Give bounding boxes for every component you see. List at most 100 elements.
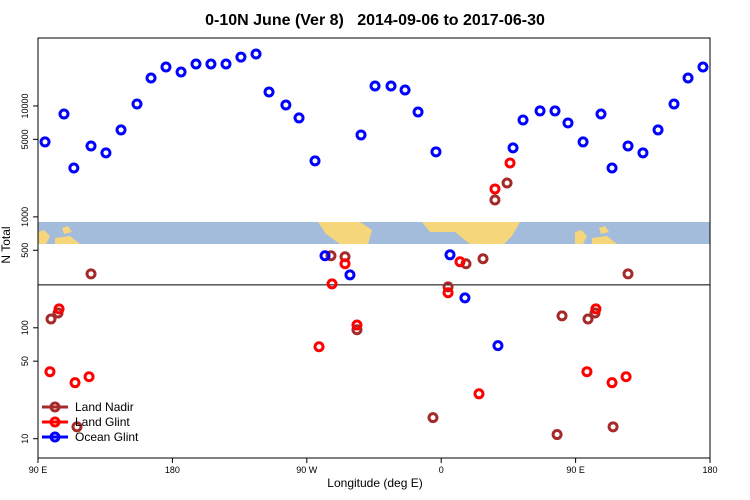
legend-label: Ocean Glint	[75, 430, 139, 444]
point	[250, 48, 262, 60]
point	[492, 340, 504, 352]
point	[607, 421, 619, 433]
map-strip	[38, 222, 710, 244]
point	[263, 86, 275, 98]
point	[326, 278, 338, 290]
x-tick-label: 180	[165, 465, 180, 475]
point	[280, 99, 292, 111]
point	[668, 98, 680, 110]
y-tick-label: 100	[20, 320, 30, 335]
point	[69, 377, 81, 389]
x-tick-label: 90 E	[29, 465, 48, 475]
point	[442, 281, 454, 293]
point	[581, 366, 593, 378]
point	[145, 72, 157, 84]
point	[131, 98, 143, 110]
point	[85, 140, 97, 152]
point	[620, 371, 632, 383]
point	[71, 421, 83, 433]
point	[58, 108, 70, 120]
point	[309, 155, 321, 167]
point	[44, 366, 56, 378]
point	[590, 303, 602, 315]
legend-marker	[49, 401, 61, 413]
x-tick-label: 90 E	[566, 465, 585, 475]
point	[115, 124, 127, 136]
point	[412, 106, 424, 118]
point	[442, 287, 454, 299]
point	[454, 256, 466, 268]
point	[344, 269, 356, 281]
point	[637, 147, 649, 159]
point	[427, 412, 439, 424]
point	[319, 250, 331, 262]
point	[682, 72, 694, 84]
point	[351, 319, 363, 331]
chart-title: 0-10N June (Ver 8) 2014-09-06 to 2017-06…	[205, 12, 545, 29]
y-tick-label: 500	[20, 243, 30, 258]
point	[577, 136, 589, 148]
point	[459, 292, 471, 304]
point	[622, 140, 634, 152]
point	[220, 58, 232, 70]
point	[562, 117, 574, 129]
point	[606, 162, 618, 174]
point	[430, 146, 442, 158]
plot-frame	[37, 37, 711, 459]
x-tick-label: 0	[439, 465, 444, 475]
x-axis-label: Longitude (deg E)	[327, 476, 422, 490]
legend-label: Land Nadir	[75, 400, 134, 414]
x-tick-label: 90 W	[296, 465, 318, 475]
point	[175, 66, 187, 78]
point	[697, 61, 709, 73]
legend-marker	[49, 416, 61, 428]
point	[534, 105, 546, 117]
point	[652, 124, 664, 136]
point	[399, 84, 411, 96]
point	[325, 250, 337, 262]
point	[293, 112, 305, 124]
legend-marker	[49, 431, 61, 443]
y-tick-label: 1000	[20, 207, 30, 227]
point	[606, 377, 618, 389]
point	[549, 105, 561, 117]
point	[53, 303, 65, 315]
point	[45, 313, 57, 325]
point	[85, 268, 97, 280]
point	[477, 253, 489, 265]
point	[473, 388, 485, 400]
y-tick-label: 10	[20, 434, 30, 444]
y-tick-label: 50	[20, 356, 30, 366]
point	[444, 249, 456, 261]
point	[205, 58, 217, 70]
point	[160, 61, 172, 73]
point	[556, 310, 568, 322]
point	[351, 324, 363, 336]
point	[595, 108, 607, 120]
point	[507, 142, 519, 154]
point	[339, 258, 351, 270]
point	[100, 147, 112, 159]
legend-label: Land Glint	[75, 415, 130, 429]
point	[501, 177, 513, 189]
point	[355, 129, 367, 141]
point	[235, 51, 247, 63]
point	[504, 157, 516, 169]
point	[39, 136, 51, 148]
point	[489, 194, 501, 206]
point	[385, 80, 397, 92]
y-axis-label: N Total	[0, 226, 13, 263]
point	[190, 58, 202, 70]
point	[313, 341, 325, 353]
point	[369, 80, 381, 92]
point	[489, 183, 501, 195]
point	[582, 313, 594, 325]
point	[622, 268, 634, 280]
y-tick-label: 5000	[20, 129, 30, 149]
point	[68, 162, 80, 174]
point	[517, 114, 529, 126]
y-tick-label: 10000	[20, 93, 30, 118]
point	[83, 371, 95, 383]
x-tick-label: 180	[702, 465, 717, 475]
